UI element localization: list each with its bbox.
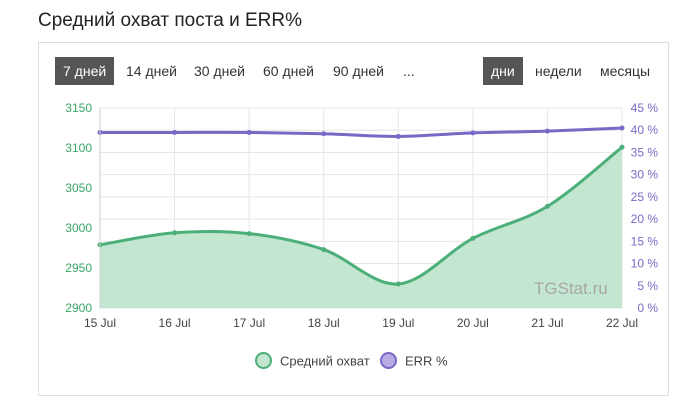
- legend-err-swatch-icon: [380, 352, 397, 370]
- x-axis-tick-label: 20 Jul: [457, 316, 489, 330]
- legend-item-reach[interactable]: Средний охват: [255, 351, 370, 371]
- left-axis-tick-label: 3150: [65, 101, 92, 115]
- x-axis-tick-label: 16 Jul: [159, 316, 191, 330]
- range-60-days-button[interactable]: 60 дней: [263, 63, 314, 79]
- right-axis-tick-label: 0 %: [637, 301, 658, 315]
- right-axis-tick-label: 10 %: [631, 257, 659, 271]
- left-axis-tick-label: 2900: [65, 301, 92, 315]
- left-axis-tick-label: 3100: [65, 141, 92, 155]
- page-title: Средний охват поста и ERR%: [38, 10, 302, 31]
- err-series-line: [100, 126, 623, 138]
- x-axis-tick-label: 18 Jul: [308, 316, 340, 330]
- reach-data-point[interactable]: [395, 281, 401, 287]
- reach-data-point[interactable]: [172, 230, 178, 236]
- x-axis-tick-label: 19 Jul: [382, 316, 414, 330]
- right-axis-tick-label: 35 %: [631, 145, 659, 159]
- legend-err-label: ERR %: [405, 353, 448, 369]
- right-axis-tick-label: 5 %: [637, 279, 658, 293]
- err-data-point[interactable]: [172, 129, 178, 135]
- right-axis-tick-label: 20 %: [631, 212, 659, 226]
- watermark: TGStat.ru: [534, 279, 608, 298]
- left-axis-tick-label: 3000: [65, 221, 92, 235]
- x-axis-tick-label: 15 Jul: [84, 316, 116, 330]
- reach-data-point[interactable]: [619, 144, 625, 150]
- period-days-button[interactable]: дни: [483, 57, 523, 85]
- left-axis-tick-label: 3050: [65, 181, 92, 195]
- reach-data-point[interactable]: [246, 231, 252, 237]
- x-axis-tick-label: 21 Jul: [531, 316, 563, 330]
- right-axis-tick-label: 30 %: [631, 168, 659, 182]
- reach-series-line: [99, 146, 623, 286]
- err-data-point[interactable]: [246, 129, 252, 135]
- range-90-days-button[interactable]: 90 дней: [333, 63, 384, 79]
- err-data-point[interactable]: [321, 131, 327, 137]
- period-months-button[interactable]: месяцы: [600, 63, 651, 79]
- err-data-point[interactable]: [470, 130, 476, 136]
- range-30-days-button[interactable]: 30 дней: [194, 63, 245, 79]
- err-data-point[interactable]: [395, 133, 401, 139]
- reach-area: [100, 147, 622, 308]
- err-data-point[interactable]: [544, 128, 550, 134]
- reach-data-point[interactable]: [544, 203, 550, 209]
- right-axis-tick-label: 45 %: [631, 101, 659, 115]
- err-data-point[interactable]: [619, 125, 625, 131]
- right-axis-tick-label: 25 %: [631, 190, 659, 204]
- reach-data-point[interactable]: [470, 235, 476, 241]
- left-axis-tick-label: 2950: [65, 261, 92, 275]
- legend-item-err[interactable]: ERR %: [380, 351, 448, 371]
- legend-reach-label: Средний охват: [280, 353, 370, 369]
- legend-reach-swatch-icon: [255, 352, 272, 370]
- range-7-days-button[interactable]: 7 дней: [55, 57, 115, 85]
- range-more-button[interactable]: ...: [403, 63, 415, 79]
- x-axis-tick-label: 22 Jul: [606, 316, 638, 330]
- right-axis-tick-label: 40 %: [631, 123, 659, 137]
- period-weeks-button[interactable]: недели: [535, 63, 582, 79]
- x-axis-tick-label: 17 Jul: [233, 316, 265, 330]
- reach-data-point[interactable]: [321, 247, 327, 253]
- right-axis-tick-label: 15 %: [631, 234, 659, 248]
- range-14-days-button[interactable]: 14 дней: [126, 63, 177, 79]
